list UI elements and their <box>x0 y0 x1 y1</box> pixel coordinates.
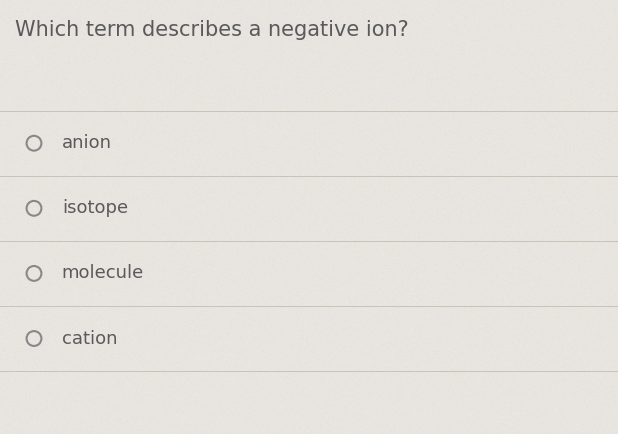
Text: cation: cation <box>62 329 117 348</box>
Text: molecule: molecule <box>62 264 144 283</box>
Text: isotope: isotope <box>62 199 128 217</box>
Text: anion: anion <box>62 134 112 152</box>
Text: Which term describes a negative ion?: Which term describes a negative ion? <box>15 20 409 39</box>
